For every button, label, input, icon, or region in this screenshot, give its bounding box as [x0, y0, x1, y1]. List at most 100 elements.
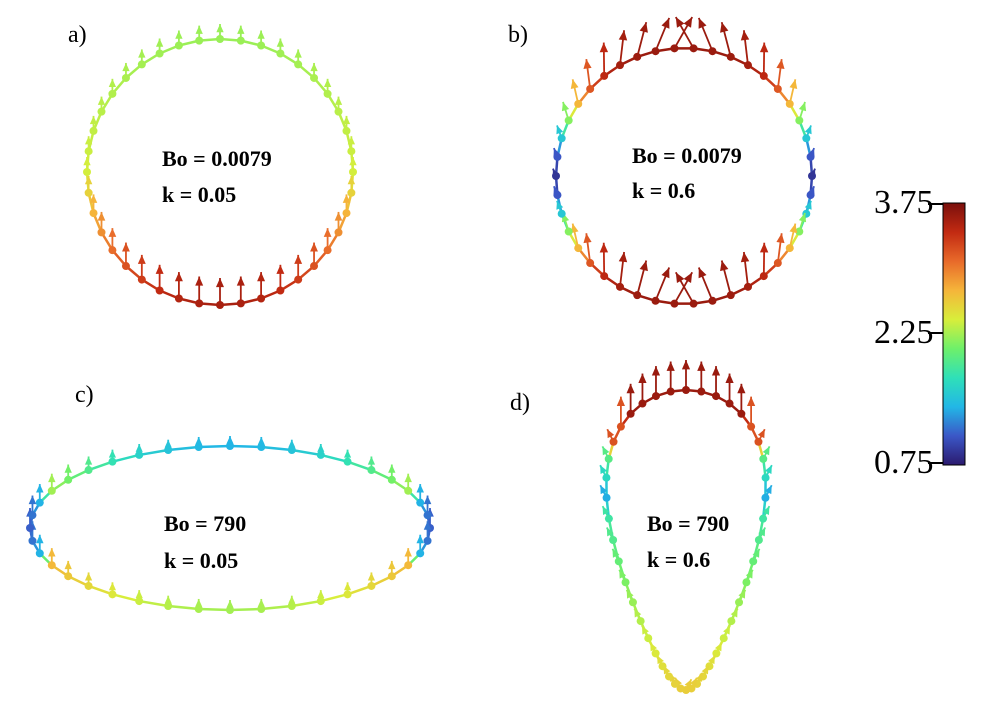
panel-c-node	[226, 442, 234, 450]
panel-b-arrow-head	[740, 30, 750, 41]
panel-a-node	[97, 228, 106, 237]
panel-c-node	[316, 597, 325, 606]
panel-c-curve-segment	[346, 584, 373, 596]
panel-b-arrow-head	[583, 233, 592, 244]
panel-c-curve-segment	[228, 607, 263, 612]
panel-c-arrow-head	[48, 473, 56, 483]
panel-label-b: b)	[508, 22, 528, 48]
panel-a-node	[257, 41, 266, 50]
panel-c-curve-segment	[260, 445, 294, 452]
panel-c-node	[423, 536, 432, 545]
panel-a-node	[323, 246, 332, 255]
panel-b-arrow-head	[618, 30, 628, 41]
panel-a-node	[276, 286, 285, 295]
panel-a-arrow-head	[236, 276, 245, 286]
panel-d-node	[747, 422, 756, 431]
panel-d-arrow-head	[714, 642, 722, 652]
param-bo-d: Bo = 790	[647, 511, 730, 536]
panel-d-node	[749, 557, 758, 566]
panel-d-node	[761, 493, 770, 502]
panel-d-node	[604, 454, 613, 463]
panel-d-node	[644, 634, 653, 643]
panel-a-arrow-head	[257, 30, 265, 39]
panel-d-arrow-head	[695, 673, 703, 682]
panel-b-arrow-head	[798, 101, 807, 112]
panel-b-node	[744, 61, 752, 70]
panel-a-node	[294, 60, 303, 69]
panel-a-node	[236, 36, 245, 45]
colorbar-tick-label-min: 0.75	[874, 444, 934, 481]
panel-c-arrow-head	[195, 598, 203, 607]
panel-d-node	[621, 578, 630, 587]
panel-d-node	[664, 672, 673, 681]
panel-d-arrow-head	[757, 429, 765, 439]
panel-d-node	[759, 514, 768, 523]
panel-a-arrow-head	[215, 278, 225, 288]
panel-a-arrow-head	[137, 254, 146, 264]
panel-a-arrow-head	[237, 25, 245, 34]
panel-c-node	[343, 590, 352, 599]
panel-c-curve-segment	[319, 593, 349, 603]
panel-a-arrow-head	[334, 96, 343, 105]
panel-b-node	[708, 296, 717, 305]
panel-d-arrow-head	[600, 485, 608, 495]
panel-label-c: c)	[75, 382, 94, 408]
panel-b-node	[806, 191, 815, 200]
panel-d-arrow-head	[711, 366, 721, 376]
panel-b-arrow-head	[661, 17, 670, 29]
panel-a-arrow-head	[276, 264, 285, 274]
panel-d-node	[602, 493, 611, 502]
panel-d-arrow-head	[725, 373, 734, 383]
panel-c-node	[387, 475, 396, 484]
panel-b-node	[759, 71, 768, 80]
panel-c-node	[287, 446, 296, 455]
panel-a-node	[89, 209, 98, 218]
panel-b-arrow-head	[639, 22, 648, 33]
panel-a-node	[334, 107, 343, 116]
panel-a-arrow-head	[97, 211, 106, 221]
panel-c-node	[416, 549, 425, 558]
panel-b-arrow-head	[804, 125, 812, 135]
panel-c-node	[164, 601, 173, 610]
panel-c-arrow-head	[226, 436, 234, 444]
panel-b-node	[670, 44, 679, 53]
panel-b-node	[552, 172, 560, 180]
panel-d-node	[682, 386, 690, 394]
panel-c-node	[343, 457, 352, 466]
panel-d-node	[658, 662, 667, 671]
panel-b-node	[633, 291, 642, 300]
panel-b-node	[651, 296, 660, 305]
panel-c-node	[226, 606, 234, 614]
panel-b-node	[574, 99, 583, 108]
panel-c-curve-segment	[166, 445, 200, 452]
panel-d-node	[638, 399, 647, 408]
panel-c-arrow-head	[416, 484, 424, 493]
panel-d-arrow-head	[764, 465, 772, 475]
panel-c-arrow-head	[423, 521, 432, 530]
panel-c-curve-segment	[197, 607, 232, 612]
panel-d-node	[609, 536, 618, 544]
panel-a-node	[121, 262, 130, 271]
panel-d-arrow-head	[708, 655, 715, 665]
panel-b-arrow-head	[776, 233, 785, 244]
panel-b-node	[773, 259, 782, 268]
panel-c-node	[64, 572, 73, 581]
panel-c-arrow-head	[64, 464, 72, 473]
panel-d-arrow-head	[681, 360, 691, 370]
panel-a-arrow-head	[108, 78, 117, 88]
panel-b-node	[553, 152, 562, 161]
panel-label-a: a)	[68, 22, 87, 48]
panel-b-arrow-head	[556, 200, 564, 210]
panel-b-arrow-head	[789, 79, 798, 89]
panel-a-node	[276, 49, 285, 58]
panel-a-arrow-head	[108, 228, 117, 237]
panel-a-arrow-head	[342, 194, 351, 203]
panel-c-node	[404, 486, 413, 495]
panel-b-arrow-head	[599, 242, 609, 253]
panel-a-arrow-head	[174, 272, 183, 282]
panel-b-arrow-head	[675, 272, 685, 284]
param-bo-a: Bo = 0.0079	[162, 146, 272, 171]
panel-d-arrow-head	[607, 429, 615, 439]
panel-a-node	[84, 147, 93, 156]
panel-a-node	[108, 246, 117, 255]
